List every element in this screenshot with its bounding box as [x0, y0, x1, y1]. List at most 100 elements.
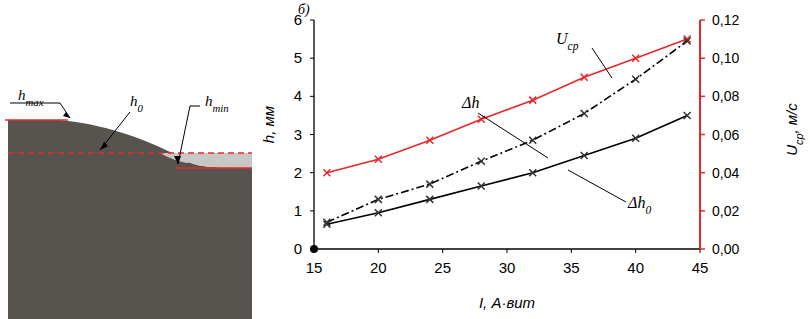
profile-body	[8, 120, 252, 319]
marker	[632, 135, 639, 142]
profile-diagram: hmaxh0hmin	[5, 87, 252, 319]
y2-tick	[700, 248, 705, 250]
y-axis-label: h, мм	[260, 106, 277, 143]
arrow-head	[100, 142, 108, 150]
x-tick-label: 30	[499, 259, 516, 276]
text-sub: min	[213, 102, 229, 114]
text-base: U	[783, 145, 800, 156]
y-tick	[310, 249, 314, 250]
y2-tick	[700, 57, 705, 59]
y2-tick-label: 0,06	[712, 127, 739, 143]
text-base: h	[130, 93, 138, 109]
text-sub: max	[26, 96, 44, 108]
hmax-line	[5, 119, 68, 121]
series-leader	[592, 48, 612, 78]
y2-tick-label: 0,04	[712, 165, 739, 181]
series-leader	[568, 170, 626, 202]
leader	[178, 106, 200, 164]
arrow-head	[174, 156, 181, 164]
hmax-label: hmax	[18, 87, 44, 108]
y-tick	[310, 210, 314, 211]
y-tick	[310, 58, 314, 59]
y-tick-label: 6	[294, 11, 302, 28]
text-base: h	[18, 87, 26, 103]
hmin-line	[175, 167, 252, 169]
series-leader	[478, 113, 548, 158]
y-tick	[310, 134, 314, 135]
x-tick-label: 40	[627, 259, 644, 276]
y2-tick	[700, 210, 705, 212]
y-tick-label: 4	[294, 87, 302, 104]
marker	[581, 110, 588, 117]
text-base: h	[260, 135, 277, 143]
text-rest: , мм	[260, 106, 277, 135]
text-sub: ср	[568, 40, 579, 53]
h0-label: h0	[130, 93, 144, 114]
y2-tick	[700, 19, 705, 21]
series-label: Δh	[461, 94, 479, 111]
marker	[632, 55, 639, 62]
x-tick-label: 15	[306, 259, 323, 276]
text-sub: 0	[645, 204, 651, 216]
y2-tick	[700, 96, 705, 98]
y-tick-label: 1	[294, 202, 302, 219]
y2-tick-label: 0,08	[712, 88, 739, 104]
x-tick-label: 45	[692, 259, 709, 276]
marker	[529, 137, 536, 144]
y-tick	[310, 172, 314, 173]
y2-tick-label: 0,02	[712, 203, 739, 219]
series-line	[327, 41, 687, 222]
y-tick-label: 2	[294, 164, 302, 181]
text-rest: , м/с	[783, 103, 800, 134]
marker	[478, 158, 485, 165]
marker	[426, 181, 433, 188]
fill-region	[160, 153, 252, 168]
marker	[478, 183, 485, 190]
x-tick	[635, 249, 636, 253]
x-tick	[442, 249, 443, 253]
y2-axis-label: Uср, м/с	[783, 103, 805, 156]
arrow-head	[63, 112, 70, 118]
y-tick	[310, 20, 314, 21]
plot-area	[323, 36, 690, 228]
origin-dot	[310, 245, 318, 253]
text-rest: , А·вит	[483, 294, 535, 311]
x-tick	[314, 249, 315, 253]
leader	[100, 112, 130, 150]
y2-tick	[700, 134, 705, 136]
marker	[684, 112, 691, 119]
series-label: Uср	[556, 30, 579, 53]
text-sub: 0	[138, 102, 144, 114]
marker	[375, 209, 382, 216]
y2-tick-label: 0,12	[712, 12, 739, 28]
marker	[684, 37, 691, 44]
y2-tick-label: 0,00	[712, 241, 739, 257]
marker	[529, 169, 536, 176]
marker	[581, 152, 588, 159]
series-line	[327, 39, 687, 173]
x-tick	[507, 249, 508, 253]
x-tick	[378, 249, 379, 253]
text-base: Δh	[461, 94, 479, 111]
x-tick-label: 35	[563, 259, 580, 276]
y-tick-label: 0	[294, 240, 302, 257]
marker	[426, 196, 433, 203]
marker	[529, 97, 536, 104]
x-tick	[571, 249, 572, 253]
y-tick-label: 3	[294, 126, 302, 143]
chart: б)1520253035404501234560,000,020,040,060…	[260, 2, 805, 311]
text-base: Δh	[627, 194, 645, 211]
series-label: Δh0	[627, 194, 651, 216]
y2-tick	[700, 172, 705, 174]
marker	[375, 196, 382, 203]
fill-region-edge	[160, 153, 252, 163]
h0-line	[8, 152, 252, 154]
y2-tick-label: 0,10	[712, 50, 739, 66]
x-tick-label: 25	[434, 259, 451, 276]
marker	[323, 221, 330, 228]
marker	[581, 74, 588, 81]
figure: hmaxh0hminб)1520253035404501234560,000,0…	[0, 0, 810, 319]
marker	[323, 169, 330, 176]
marker	[632, 76, 639, 83]
text-sub: ср	[793, 134, 805, 145]
